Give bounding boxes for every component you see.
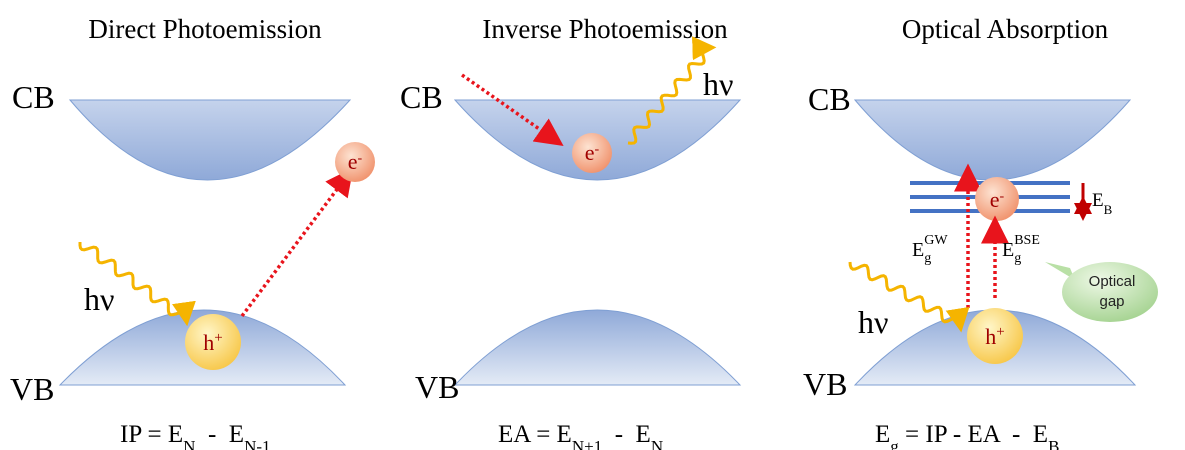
eq-sub: N — [651, 437, 663, 450]
electron-sup: - — [1000, 189, 1005, 204]
eq-text: IP = E — [120, 421, 183, 448]
vb-label: VB — [803, 366, 847, 402]
binding-label: EB — [1092, 190, 1113, 217]
panel-title: Optical Absorption — [902, 14, 1109, 44]
diagram: Direct Photoemission CB VB h+ e- hν IP =… — [0, 0, 1185, 450]
eq-text: = IP - EA - E — [899, 421, 1048, 448]
electron-sup: - — [595, 142, 600, 157]
binding-sub: B — [1104, 202, 1113, 217]
conduction-band — [70, 100, 350, 180]
eq-text: E — [875, 421, 890, 448]
gw-base: E — [912, 239, 924, 261]
bse-sup: BSE — [1014, 233, 1040, 248]
panel-title: Inverse Photoemission — [482, 14, 728, 44]
electron-base: e — [990, 187, 1000, 212]
electron-base: e — [585, 140, 595, 165]
cb-label: CB — [12, 79, 55, 115]
cb-label: CB — [400, 79, 443, 115]
eq-sub: B — [1048, 437, 1059, 450]
hole-base: h — [203, 330, 214, 355]
speech-bubble — [1062, 262, 1158, 322]
eq-sub: N — [183, 437, 195, 450]
gw-sup: GW — [924, 233, 948, 248]
eq-text: - E — [602, 421, 651, 448]
hole-sup: + — [996, 324, 1004, 340]
eq-text: - E — [195, 421, 244, 448]
panel-title: Direct Photoemission — [88, 14, 322, 44]
equation: IP = EN - EN-1 — [120, 421, 271, 450]
eq-sub: N+1 — [572, 437, 602, 450]
bse-base: E — [1002, 239, 1014, 261]
photon-label: hν — [84, 281, 114, 317]
photon-label: hν — [703, 66, 733, 102]
valence-band — [455, 310, 740, 385]
bse-sub: g — [1014, 251, 1021, 266]
binding-base: E — [1092, 190, 1104, 211]
hole-sup: + — [214, 330, 222, 346]
vb-label: VB — [415, 369, 459, 405]
electron-base: e — [348, 149, 358, 174]
equation: Eg = IP - EA - EB — [875, 421, 1059, 450]
eq-text: EA = E — [498, 421, 572, 448]
bse-label: Eg BSE — [1002, 233, 1040, 266]
hole-base: h — [985, 324, 996, 349]
vb-label: VB — [10, 371, 54, 407]
equation: EA = EN+1 - EN — [498, 421, 663, 450]
conduction-band — [855, 100, 1130, 180]
bubble-text: gap — [1099, 293, 1124, 310]
bubble-text: Optical — [1089, 273, 1136, 290]
eq-sub: N-1 — [244, 437, 270, 450]
cb-label: CB — [808, 81, 851, 117]
gw-sub: g — [924, 251, 931, 266]
electron-sup: - — [358, 151, 363, 166]
emission-arrow — [242, 176, 347, 316]
gw-label: Eg GW — [912, 233, 948, 266]
photon-label: hν — [858, 304, 888, 340]
